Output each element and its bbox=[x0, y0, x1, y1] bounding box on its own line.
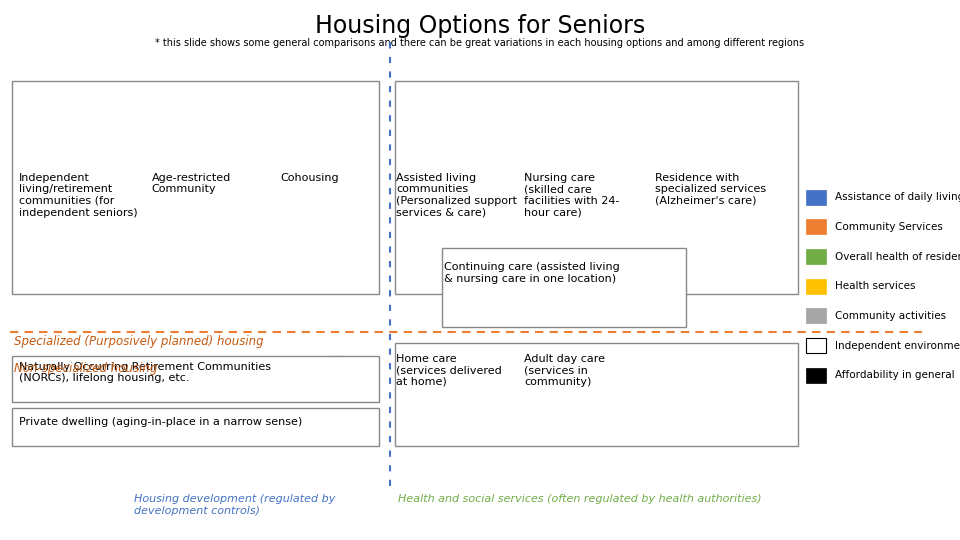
Text: Community activities: Community activities bbox=[835, 311, 947, 321]
Text: Health and social services (often regulated by health authorities): Health and social services (often regula… bbox=[398, 494, 762, 504]
Bar bbox=[570, 139, 581, 167]
Text: Continuing care (assisted living
& nursing care in one location): Continuing care (assisted living & nursi… bbox=[444, 262, 619, 284]
Text: Cohousing: Cohousing bbox=[280, 173, 339, 183]
Bar bbox=[570, 368, 581, 383]
Bar bbox=[308, 389, 319, 397]
Text: Home care
(services delivered
at home): Home care (services delivered at home) bbox=[396, 354, 502, 387]
Bar bbox=[146, 153, 157, 167]
Text: Health services: Health services bbox=[835, 281, 916, 291]
Bar bbox=[430, 139, 442, 167]
Bar bbox=[472, 224, 484, 259]
Text: Residence with
specialized services
(Alzheimer's care): Residence with specialized services (Alz… bbox=[655, 173, 766, 206]
Bar bbox=[27, 126, 38, 167]
Bar bbox=[158, 126, 170, 167]
Bar bbox=[271, 126, 282, 167]
Bar bbox=[520, 361, 532, 383]
Bar bbox=[455, 139, 466, 167]
Text: Private dwelling (aging-in-place in a narrow sense): Private dwelling (aging-in-place in a na… bbox=[19, 417, 302, 427]
Bar bbox=[283, 132, 295, 167]
Bar bbox=[333, 356, 344, 397]
Bar bbox=[583, 153, 593, 167]
Bar bbox=[545, 376, 557, 383]
Bar bbox=[443, 126, 453, 167]
Bar bbox=[430, 361, 442, 383]
Bar bbox=[533, 112, 544, 167]
Bar bbox=[499, 224, 511, 259]
Bar bbox=[405, 361, 417, 383]
Bar bbox=[525, 247, 537, 259]
Bar bbox=[171, 98, 182, 167]
Bar bbox=[296, 98, 307, 167]
Bar bbox=[558, 361, 568, 383]
Text: Housing development (regulated by
development controls): Housing development (regulated by develo… bbox=[134, 494, 336, 516]
Bar bbox=[595, 368, 606, 383]
Text: Assistance of daily living: Assistance of daily living bbox=[835, 192, 960, 202]
Bar bbox=[221, 112, 231, 167]
Bar bbox=[321, 126, 331, 167]
Bar bbox=[512, 236, 523, 259]
Bar bbox=[346, 105, 356, 167]
Text: Adult day care
(services in
community): Adult day care (services in community) bbox=[524, 354, 605, 387]
Text: Independent
living/retirement
communities (for
independent seniors): Independent living/retirement communitie… bbox=[19, 173, 138, 218]
Bar bbox=[468, 112, 478, 167]
Text: Overall health of residents: Overall health of residents bbox=[835, 252, 960, 261]
Text: * this slide shows some general comparisons and there can be great variations in: * this slide shows some general comparis… bbox=[156, 38, 804, 48]
Text: Community Services: Community Services bbox=[835, 222, 943, 232]
Bar bbox=[460, 212, 471, 259]
Bar bbox=[443, 376, 453, 383]
Bar bbox=[308, 153, 319, 167]
Text: Affordability in general: Affordability in general bbox=[835, 370, 955, 380]
Bar bbox=[446, 201, 458, 259]
Text: Nursing care
(skilled care
facilities with 24-
hour care): Nursing care (skilled care facilities wi… bbox=[524, 173, 619, 218]
Text: Naturally Occurring Retirement Communities
(NORCs), lifelong housing, etc.: Naturally Occurring Retirement Communiti… bbox=[19, 362, 271, 383]
Bar bbox=[533, 353, 544, 383]
Bar bbox=[89, 112, 100, 167]
Bar bbox=[393, 353, 404, 383]
Bar bbox=[77, 98, 87, 167]
Bar bbox=[333, 91, 344, 167]
Bar bbox=[595, 112, 606, 167]
Bar bbox=[486, 201, 497, 259]
Bar bbox=[583, 353, 593, 383]
Bar bbox=[208, 98, 219, 167]
Bar bbox=[545, 153, 557, 167]
Bar bbox=[14, 153, 26, 167]
Text: Housing Options for Seniors: Housing Options for Seniors bbox=[315, 14, 645, 37]
Bar bbox=[196, 126, 206, 167]
Bar bbox=[468, 368, 478, 383]
Bar bbox=[346, 364, 356, 397]
Bar bbox=[321, 373, 331, 397]
Bar bbox=[418, 376, 429, 383]
Bar bbox=[39, 98, 51, 167]
Text: Age-restricted
Community: Age-restricted Community bbox=[152, 173, 231, 194]
Bar bbox=[405, 112, 417, 167]
Bar bbox=[64, 126, 75, 167]
Bar bbox=[558, 98, 568, 167]
Text: Specialized (Purposively planned) housing: Specialized (Purposively planned) housin… bbox=[14, 335, 264, 348]
Bar bbox=[271, 389, 282, 397]
Bar bbox=[393, 98, 404, 167]
Text: Independent environment: Independent environment bbox=[835, 341, 960, 350]
Bar bbox=[418, 139, 429, 167]
Bar bbox=[520, 98, 532, 167]
Bar bbox=[455, 345, 466, 383]
Bar bbox=[183, 153, 194, 167]
Bar bbox=[296, 373, 307, 397]
Text: Non-specialized housing: Non-specialized housing bbox=[14, 362, 157, 375]
Text: Assisted living
communities
(Personalized support
services & care): Assisted living communities (Personalize… bbox=[396, 173, 517, 218]
Bar bbox=[283, 381, 295, 397]
Bar bbox=[52, 153, 62, 167]
